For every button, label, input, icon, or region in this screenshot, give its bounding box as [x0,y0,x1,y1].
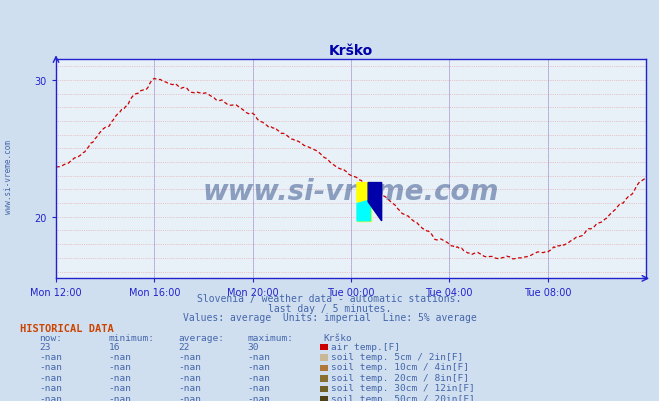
Polygon shape [357,200,370,221]
Text: soil temp. 10cm / 4in[F]: soil temp. 10cm / 4in[F] [331,363,469,371]
Text: soil temp. 30cm / 12in[F]: soil temp. 30cm / 12in[F] [331,383,474,392]
Text: soil temp. 20cm / 8in[F]: soil temp. 20cm / 8in[F] [331,373,469,382]
Text: air temp.[F]: air temp.[F] [331,342,400,350]
Text: -nan: -nan [40,363,63,371]
Text: -nan: -nan [178,352,201,361]
Text: -nan: -nan [247,363,270,371]
Text: last day / 5 minutes.: last day / 5 minutes. [268,303,391,313]
Title: Krško: Krško [329,44,373,58]
Text: -nan: -nan [109,383,132,392]
Text: -nan: -nan [178,363,201,371]
Text: -nan: -nan [178,383,201,392]
Text: HISTORICAL DATA: HISTORICAL DATA [20,323,113,333]
Polygon shape [357,183,370,202]
Text: -nan: -nan [40,383,63,392]
Text: 22: 22 [178,342,189,350]
Text: -nan: -nan [247,394,270,401]
Text: -nan: -nan [247,383,270,392]
Text: -nan: -nan [178,394,201,401]
Text: -nan: -nan [178,373,201,382]
Text: -nan: -nan [40,373,63,382]
Text: -nan: -nan [109,373,132,382]
Text: -nan: -nan [109,394,132,401]
Text: -nan: -nan [109,352,132,361]
Text: 16: 16 [109,342,120,350]
Text: maximum:: maximum: [247,334,293,342]
Text: 30: 30 [247,342,258,350]
Text: -nan: -nan [40,394,63,401]
Text: www.si-vreme.com: www.si-vreme.com [203,177,499,205]
Text: average:: average: [178,334,224,342]
Text: soil temp. 50cm / 20in[F]: soil temp. 50cm / 20in[F] [331,394,474,401]
Text: now:: now: [40,334,63,342]
Text: -nan: -nan [40,352,63,361]
Text: -nan: -nan [247,373,270,382]
Text: -nan: -nan [247,352,270,361]
Text: -nan: -nan [109,363,132,371]
Polygon shape [368,183,382,221]
Text: minimum:: minimum: [109,334,155,342]
Text: Krško: Krško [323,334,352,342]
Text: Slovenia / weather data - automatic stations.: Slovenia / weather data - automatic stat… [197,294,462,304]
Text: Values: average  Units: imperial  Line: 5% average: Values: average Units: imperial Line: 5%… [183,312,476,322]
Bar [357,183,370,221]
Text: soil temp. 5cm / 2in[F]: soil temp. 5cm / 2in[F] [331,352,463,361]
Text: 23: 23 [40,342,51,350]
Text: www.si-vreme.com: www.si-vreme.com [4,140,13,213]
